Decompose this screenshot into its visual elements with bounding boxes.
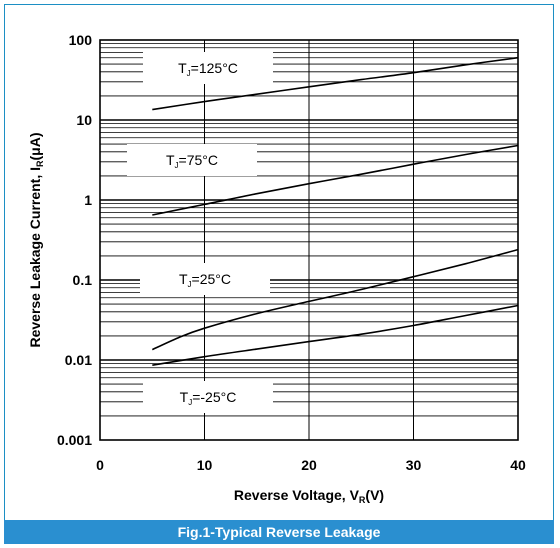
series-label-box [140, 263, 270, 295]
series-label-1: TJ=125°C [143, 52, 273, 84]
x-tick-label: 0 [96, 457, 104, 473]
series-label-box [143, 381, 273, 413]
series-lines [151, 56, 519, 366]
series-label-text: TJ=75°C [166, 152, 218, 170]
y-tick-label: 1 [84, 192, 92, 208]
series-label-2: TJ=75°C [127, 144, 257, 176]
series-line-3 [151, 248, 519, 351]
series-label-text: TJ=125°C [178, 60, 238, 78]
series-labels: TJ=125°C TJ=75°C TJ=25°C TJ=-25°C [127, 52, 273, 413]
series-label-4: TJ=-25°C [143, 381, 273, 413]
x-tick-label: 20 [301, 457, 317, 473]
y-tick-label: 0.01 [65, 352, 92, 368]
y-tick-labels: 0.001 0.01 0.1 1 10 100 [57, 32, 92, 448]
x-tick-label: 10 [197, 457, 213, 473]
series-label-box [143, 52, 273, 84]
series-line-1 [152, 56, 519, 111]
y-tick-label: 100 [69, 32, 93, 48]
x-tick-label: 40 [510, 457, 526, 473]
x-tick-labels: 0 10 20 30 40 [96, 457, 526, 473]
y-tick-label: 0.1 [73, 272, 93, 288]
series-label-box [127, 144, 257, 176]
series-label-text: TJ=25°C [179, 271, 231, 289]
y-tick-label: 10 [76, 112, 92, 128]
x-tick-label: 30 [406, 457, 422, 473]
series-line-2 [152, 144, 519, 216]
y-tick-label: 0.001 [57, 432, 92, 448]
series-line-4 [152, 304, 519, 366]
grid [100, 40, 518, 440]
figure-caption: Fig.1-Typical Reverse Leakage [4, 520, 554, 544]
series-label-text: TJ=-25°C [180, 389, 237, 407]
y-axis-title: Reverse Leakage Current, IR(μA) [27, 132, 45, 347]
series-label-3: TJ=25°C [140, 263, 270, 295]
x-axis-title: Reverse Voltage, VR(V) [234, 487, 384, 505]
plot-border [99, 39, 519, 441]
